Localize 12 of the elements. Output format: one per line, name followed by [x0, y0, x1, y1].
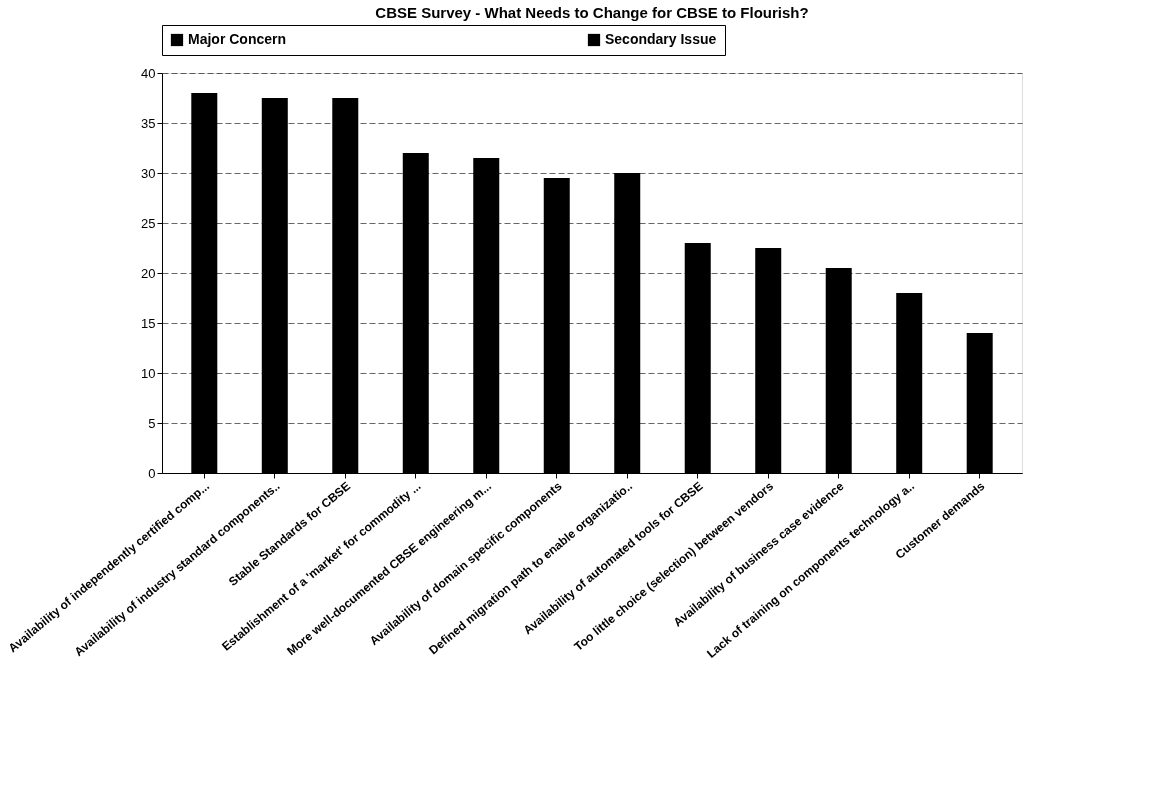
y-tick-label: 0 [148, 465, 156, 481]
legend-label: Major Concern [188, 31, 287, 47]
y-tick-label: 30 [141, 165, 156, 181]
y-tick-label: 40 [141, 65, 156, 81]
y-tick-label: 10 [141, 365, 156, 381]
legend-label: Secondary Issue [605, 31, 717, 47]
y-tick-label: 5 [148, 415, 156, 431]
chart-title: CBSE Survey - What Needs to Change for CBSE to Flourish? [375, 3, 809, 21]
y-tick-label: 20 [141, 265, 156, 281]
y-tick-label: 15 [141, 315, 156, 331]
y-tick-label: 35 [141, 115, 156, 131]
y-tick-label: 25 [141, 215, 156, 231]
